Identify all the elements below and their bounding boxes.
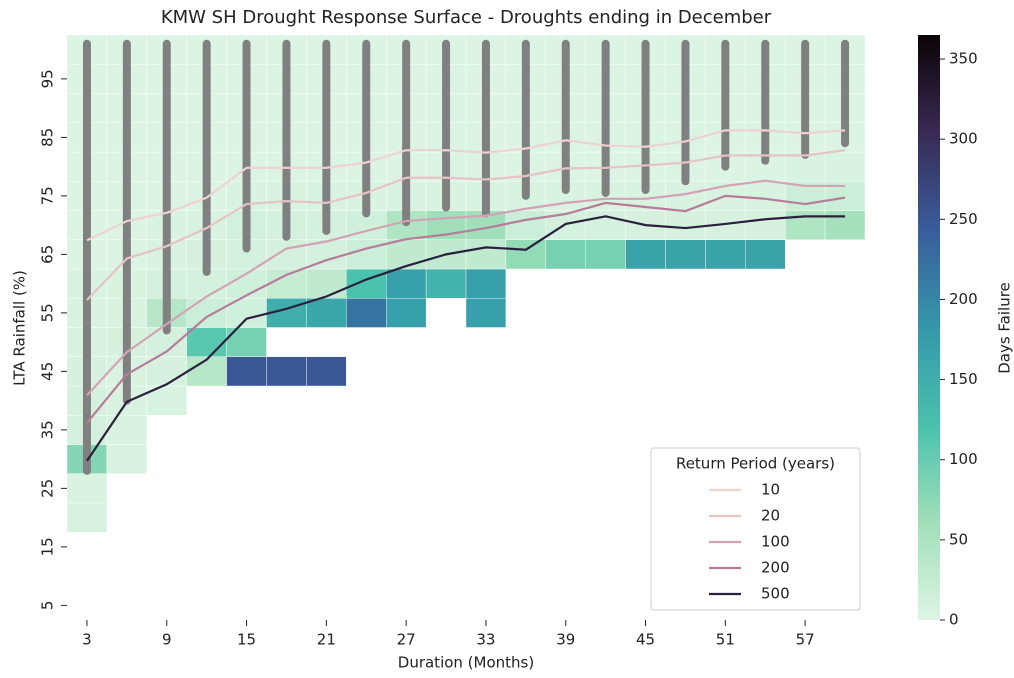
heatmap-cell xyxy=(465,239,507,270)
legend-title: Return Period (years) xyxy=(676,455,835,473)
heatmap-cell xyxy=(226,356,267,387)
y-tick-label: 75 xyxy=(39,186,57,205)
x-tick-label: 21 xyxy=(317,631,336,649)
heatmap-cell xyxy=(306,298,347,328)
return-period-line xyxy=(86,129,846,242)
heatmap-cell xyxy=(785,210,826,240)
colorbar-tick-label: 100 xyxy=(949,450,978,468)
legend-box xyxy=(650,447,861,611)
heatmap-cell xyxy=(106,415,148,445)
return-period-line xyxy=(86,215,846,462)
heatmap-cell xyxy=(425,268,467,299)
colorbar-tick-label: 0 xyxy=(949,611,959,629)
heatmap-cell xyxy=(585,210,626,240)
heatmap-cell xyxy=(745,181,786,211)
heatmap-cell xyxy=(146,356,187,387)
chart-title: KMW SH Drought Response Surface - Drough… xyxy=(161,7,772,28)
heatmap-cell xyxy=(186,298,227,328)
colorbar-tick-label: 350 xyxy=(949,50,978,68)
heatmap-cell xyxy=(505,210,546,240)
heatmap-cell xyxy=(186,356,227,387)
heatmap-cell xyxy=(386,298,427,328)
heatmap-cell xyxy=(505,239,546,270)
heatmap-cell xyxy=(545,239,586,270)
legend-label: 200 xyxy=(761,559,790,577)
legend-label: 500 xyxy=(761,585,790,603)
heatmap-cell xyxy=(465,268,507,299)
y-axis-label: LTA Rainfall (%) xyxy=(11,270,29,386)
colorbar-label: Days Failure xyxy=(996,282,1014,374)
x-tick-label: 3 xyxy=(82,631,92,649)
colorbar-tick-label: 150 xyxy=(949,370,978,388)
y-tick-label: 45 xyxy=(39,362,57,381)
colorbar xyxy=(918,35,940,620)
heatmap-cell xyxy=(386,268,427,299)
y-tick-label: 25 xyxy=(39,479,57,498)
heatmap-cell xyxy=(824,151,866,182)
heatmap-cell xyxy=(266,239,307,270)
colorbar-tick-label: 200 xyxy=(949,290,978,308)
colorbar-tick-label: 300 xyxy=(949,130,978,148)
y-tick-label: 85 xyxy=(39,128,57,147)
heatmap-cell xyxy=(665,210,706,240)
x-tick-label: 33 xyxy=(476,631,495,649)
heatmap-cell xyxy=(306,356,347,387)
x-axis-label: Duration (Months) xyxy=(398,654,534,672)
colorbar-tick-label: 50 xyxy=(949,530,968,548)
legend-label: 10 xyxy=(761,481,780,499)
y-tick-label: 65 xyxy=(39,245,57,264)
x-tick-label: 45 xyxy=(636,631,655,649)
heatmap-cell xyxy=(346,298,387,328)
x-tick-label: 51 xyxy=(716,631,735,649)
heatmap-cell xyxy=(745,210,786,240)
heatmap-cell xyxy=(106,444,148,474)
y-tick-label: 95 xyxy=(39,69,57,88)
heatmap-cell xyxy=(625,239,666,270)
heatmap-cell xyxy=(824,210,866,240)
x-tick-label: 15 xyxy=(237,631,256,649)
return-period-line xyxy=(86,179,846,397)
heatmap-cell xyxy=(705,239,746,270)
legend-label: 20 xyxy=(761,507,780,525)
y-tick-label: 15 xyxy=(39,537,57,556)
x-tick-label: 39 xyxy=(556,631,575,649)
x-tick-label: 57 xyxy=(796,631,815,649)
heatmap-cell xyxy=(266,268,307,299)
return-period-line xyxy=(86,149,846,301)
heatmap-cell xyxy=(66,502,108,533)
y-tick-label: 55 xyxy=(39,303,57,322)
x-tick-label: 27 xyxy=(397,631,416,649)
return-period-line xyxy=(86,194,846,424)
x-tick-label: 9 xyxy=(162,631,172,649)
colorbar-tick-label: 250 xyxy=(949,210,978,228)
heatmap-cell xyxy=(745,239,786,270)
heatmap-cell xyxy=(465,298,507,328)
heatmap-cell xyxy=(266,356,307,387)
legend-label: 100 xyxy=(761,533,790,551)
y-tick-label: 35 xyxy=(39,420,57,439)
heatmap-cell xyxy=(386,239,427,270)
heatmap-cell xyxy=(66,473,108,504)
heatmap-cell xyxy=(665,239,706,270)
heatmap-cell xyxy=(346,268,387,299)
heatmap-cell xyxy=(306,268,347,299)
y-tick-label: 5 xyxy=(39,601,57,611)
heatmap-cell xyxy=(186,327,227,357)
heatmap-cell xyxy=(585,239,626,270)
